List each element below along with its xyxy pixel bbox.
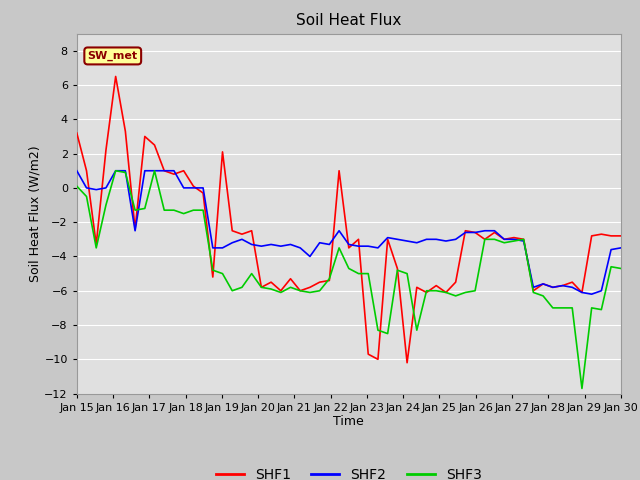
SHF3	[316, 288, 323, 294]
SHF2	[92, 187, 100, 192]
SHF3	[92, 245, 100, 251]
SHF2	[102, 185, 110, 191]
SHF1	[316, 279, 323, 285]
SHF3	[73, 183, 81, 189]
Y-axis label: Soil Heat Flux (W/m2): Soil Heat Flux (W/m2)	[29, 145, 42, 282]
SHF1	[92, 241, 100, 247]
SHF2	[617, 245, 625, 251]
SHF3	[461, 289, 469, 295]
SHF3	[228, 288, 236, 294]
SHF2	[588, 291, 595, 297]
SHF2	[442, 238, 450, 244]
SHF1	[461, 228, 469, 234]
Line: SHF3: SHF3	[77, 171, 621, 388]
SHF1	[112, 73, 120, 79]
Text: SW_met: SW_met	[88, 51, 138, 61]
SHF1	[617, 233, 625, 239]
SHF3	[452, 293, 460, 299]
SHF2	[452, 237, 460, 242]
SHF1	[471, 229, 479, 235]
SHF3	[578, 385, 586, 391]
SHF2	[306, 253, 314, 259]
SHF1	[228, 228, 236, 234]
SHF1	[403, 360, 411, 366]
X-axis label: Time: Time	[333, 415, 364, 429]
SHF2	[73, 168, 81, 174]
SHF1	[73, 130, 81, 136]
Legend: SHF1, SHF2, SHF3: SHF1, SHF2, SHF3	[210, 462, 488, 480]
Line: SHF2: SHF2	[77, 171, 621, 294]
Line: SHF1: SHF1	[77, 76, 621, 363]
SHF2	[219, 245, 227, 251]
SHF3	[617, 265, 625, 271]
SHF3	[102, 202, 110, 208]
SHF3	[112, 168, 120, 174]
SHF1	[102, 147, 110, 153]
Title: Soil Heat Flux: Soil Heat Flux	[296, 13, 401, 28]
